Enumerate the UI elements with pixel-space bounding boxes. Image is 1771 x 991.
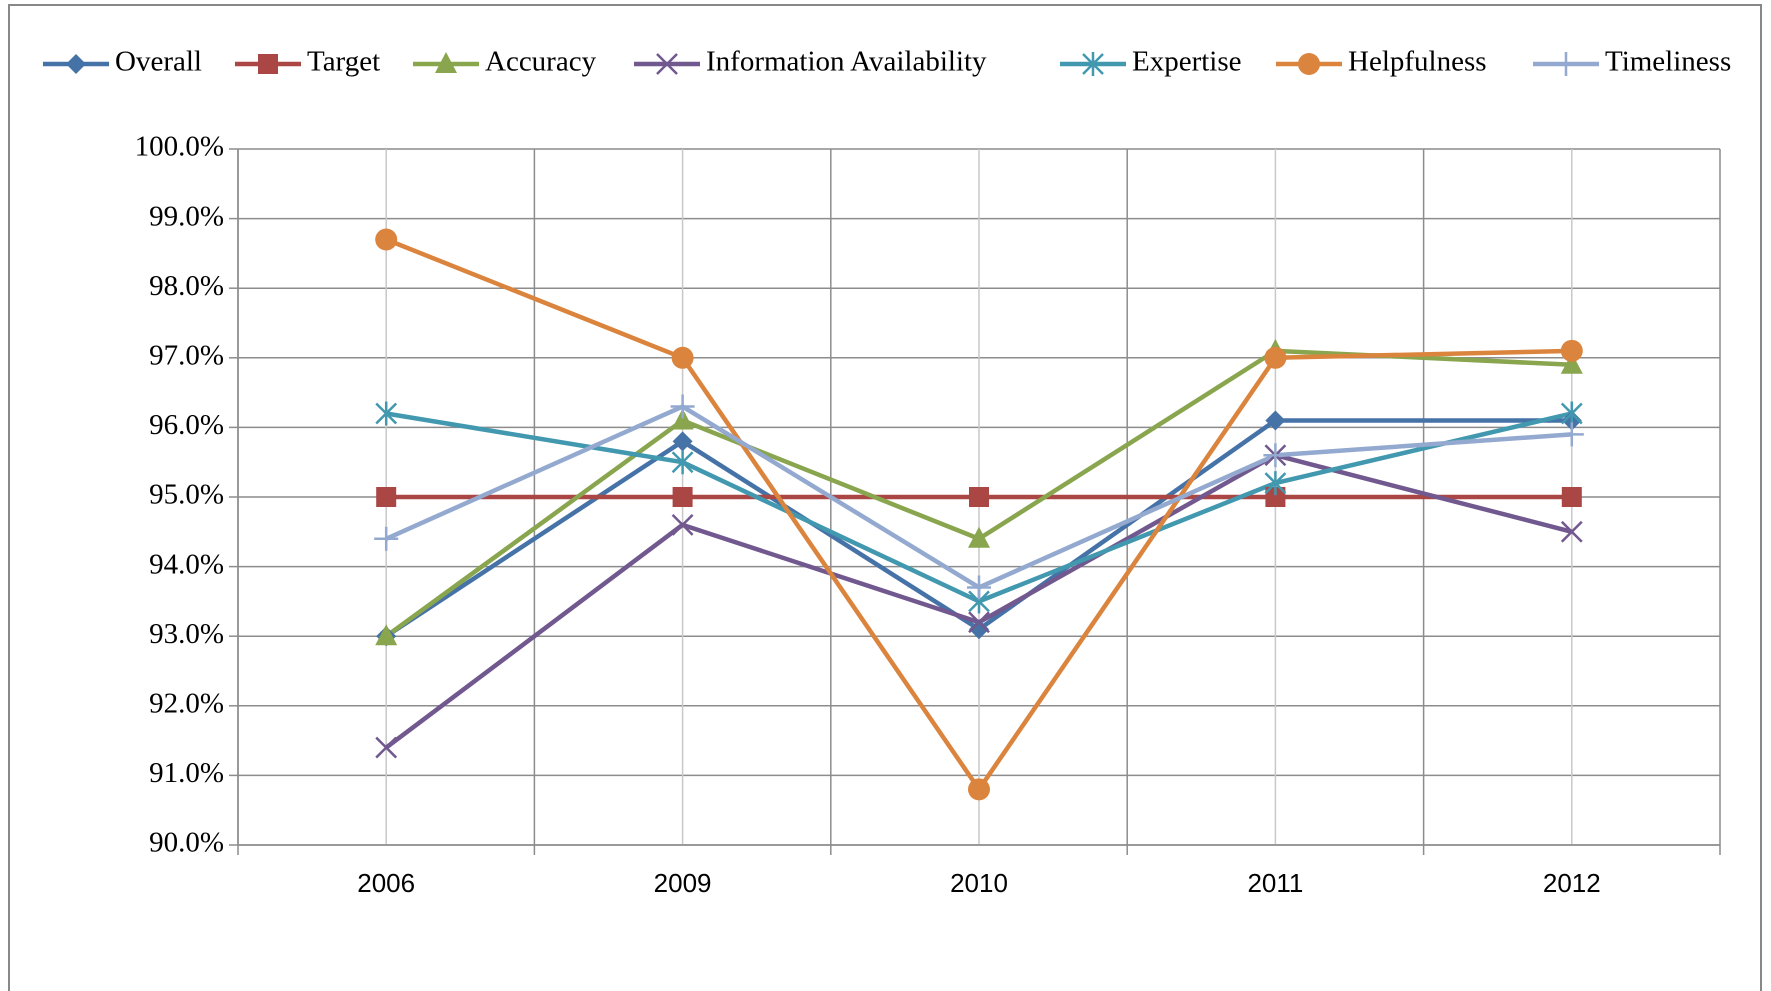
marker xyxy=(375,228,398,251)
marker xyxy=(670,394,695,419)
marker xyxy=(1560,339,1583,362)
marker xyxy=(374,526,399,551)
y-tick-label: 96.0% xyxy=(149,409,224,441)
marker xyxy=(1264,471,1287,496)
marker xyxy=(376,487,397,507)
marker xyxy=(375,624,398,646)
marker xyxy=(672,487,693,507)
marker xyxy=(1560,401,1583,426)
marker xyxy=(1263,443,1288,468)
marker xyxy=(968,778,990,801)
y-tick-label: 93.0% xyxy=(149,618,224,650)
y-tick-label: 100.0% xyxy=(135,131,224,163)
marker xyxy=(672,431,693,452)
x-tick-label: 2012 xyxy=(1543,868,1601,898)
marker xyxy=(375,401,398,426)
marker xyxy=(1560,352,1583,374)
marker xyxy=(656,53,678,75)
legend-label: Accuracy xyxy=(485,46,597,78)
legend-label: Information Availability xyxy=(706,46,987,78)
y-tick-label: 92.0% xyxy=(149,687,224,719)
x-tick-label: 2006 xyxy=(357,868,415,898)
marker xyxy=(967,575,991,600)
marker xyxy=(1265,410,1286,431)
y-tick-label: 90.0% xyxy=(149,827,224,859)
marker xyxy=(671,513,694,536)
marker xyxy=(375,736,398,759)
y-tick-label: 94.0% xyxy=(149,548,224,580)
x-tick-label: 2010 xyxy=(950,868,1008,898)
marker xyxy=(1264,346,1287,369)
legend-label: Target xyxy=(307,46,380,78)
marker xyxy=(671,450,694,475)
legend-label: Helpfulness xyxy=(1348,46,1487,78)
marker xyxy=(1559,422,1584,447)
chart-border xyxy=(8,4,1762,991)
x-tick-label: 2009 xyxy=(654,868,712,898)
marker xyxy=(671,346,694,369)
marker xyxy=(1561,487,1582,507)
y-tick-label: 98.0% xyxy=(149,270,224,302)
x-tick-label: 2011 xyxy=(1247,868,1303,898)
legend-label: Expertise xyxy=(1132,46,1242,78)
marker xyxy=(258,54,278,74)
y-tick-label: 97.0% xyxy=(149,339,224,371)
y-tick-label: 99.0% xyxy=(149,200,224,232)
y-tick-label: 91.0% xyxy=(149,757,224,789)
marker xyxy=(671,408,694,430)
marker xyxy=(1265,487,1286,507)
marker xyxy=(66,54,86,74)
marker xyxy=(1082,52,1104,76)
marker xyxy=(968,526,990,548)
y-tick-label: 95.0% xyxy=(149,479,224,511)
marker xyxy=(1298,53,1320,75)
legend-label: Timeliness xyxy=(1605,46,1731,78)
marker xyxy=(1554,52,1578,76)
marker xyxy=(435,52,457,73)
marker xyxy=(969,619,989,640)
marker xyxy=(968,611,990,634)
marker xyxy=(1560,520,1583,543)
marker xyxy=(969,487,989,507)
legend-label: Overall xyxy=(115,46,202,78)
